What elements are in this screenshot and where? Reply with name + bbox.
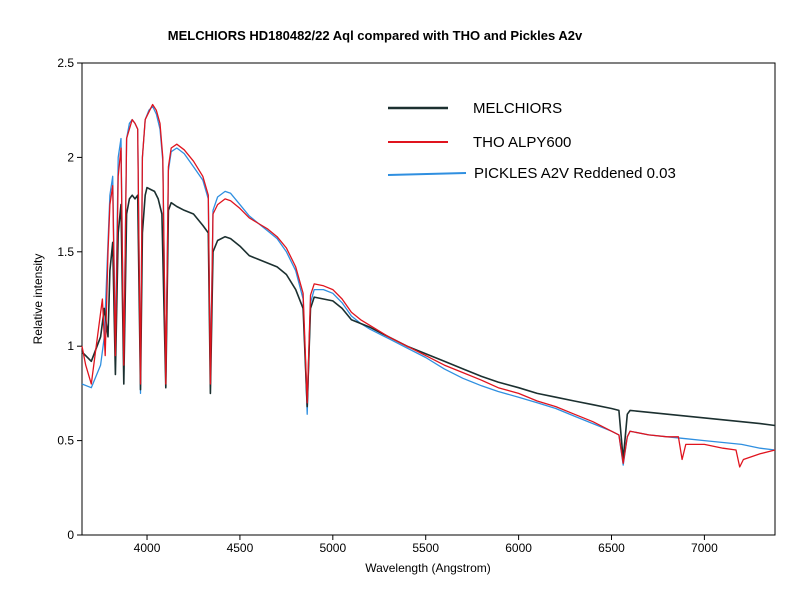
series-line-melchiors [81, 186, 776, 461]
x-tick-label: 4000 [134, 541, 161, 555]
y-tick-label: 1 [67, 339, 74, 353]
y-axis-label: Relative intensity [31, 254, 45, 345]
x-tick-label: 6000 [505, 541, 532, 555]
y-tick-label: 1.5 [57, 245, 74, 259]
legend-label-tho: THO ALPY600 [473, 134, 571, 151]
x-tick-label: 5000 [319, 541, 346, 555]
y-axis: 0 0.5 1 1.5 2 2.5 [57, 56, 82, 542]
legend-swatch-pickles [387, 172, 467, 176]
legend-label-pickles: PICKLES A2V Reddened 0.03 [474, 165, 676, 182]
chart-title: MELCHIORS HD180482/22 Aql compared with … [168, 28, 583, 43]
y-tick-label: 2.5 [57, 56, 74, 70]
y-tick-label: 0.5 [57, 434, 74, 448]
plot-area [81, 62, 776, 536]
x-tick-label: 7000 [691, 541, 718, 555]
legend-label-melchiors: MELCHIORS [473, 100, 562, 117]
y-tick-label: 2 [67, 150, 74, 164]
x-tick-label: 6500 [598, 541, 625, 555]
y-tick-label: 0 [67, 528, 74, 542]
x-tick-label: 5500 [412, 541, 439, 555]
series-line-tho [81, 103, 776, 468]
x-tick-label: 4500 [227, 541, 254, 555]
legend: MELCHIORS THO ALPY600 PICKLES A2V Redden… [387, 100, 676, 182]
x-axis-label: Wavelength (Angstrom) [365, 561, 491, 575]
series-lines [81, 103, 776, 468]
x-axis: 4000 4500 5000 5500 6000 6500 7000 [134, 535, 718, 555]
